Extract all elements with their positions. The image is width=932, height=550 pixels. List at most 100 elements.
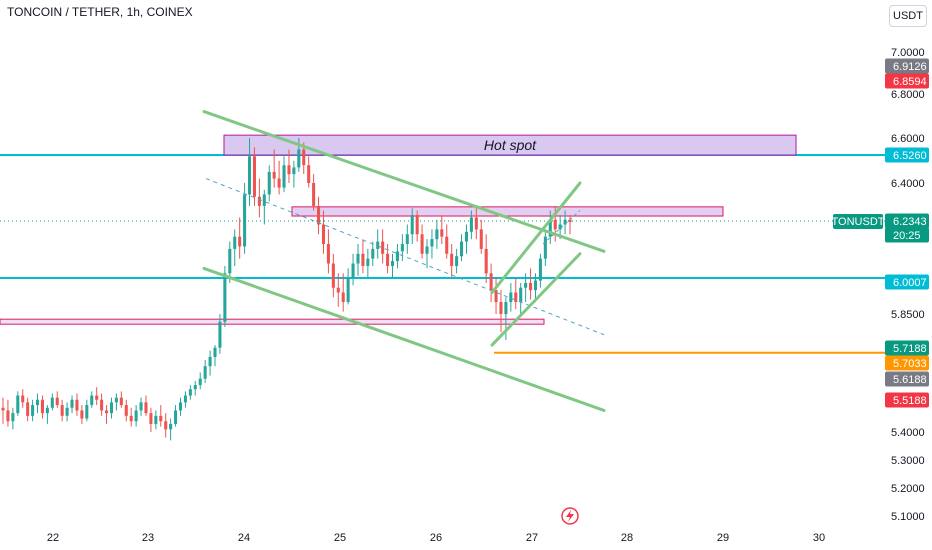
candle-body (474, 217, 478, 230)
candle-body (233, 236, 237, 249)
candle-body (331, 263, 335, 288)
candle-body (460, 241, 464, 257)
candle-body (80, 410, 84, 419)
candle-body (400, 244, 404, 252)
axis-price-tag (885, 227, 929, 243)
axis-price-tag-text: 6.0007 (893, 277, 927, 289)
candle-body (154, 415, 158, 424)
candle-body (341, 292, 345, 303)
candle-body (247, 156, 252, 195)
axis-price-tag-text: 20:25 (893, 230, 921, 242)
candle-body (543, 236, 547, 259)
candle-body (499, 302, 503, 314)
candle-body (317, 205, 321, 225)
candle-body (238, 236, 242, 247)
date-tick-label: 22 (47, 532, 59, 544)
date-tick-label: 23 (142, 532, 154, 544)
candle-body (524, 282, 528, 288)
price-tick-label: 6.8000 (891, 89, 925, 101)
candle-body (149, 413, 153, 424)
candle-body (223, 273, 227, 322)
date-tick-label: 24 (238, 532, 250, 544)
candle-body (538, 258, 542, 281)
axis-price-tag-text: 5.6188 (893, 374, 927, 386)
rising-channel-lower (490, 252, 582, 347)
candle-body (169, 423, 173, 430)
candle-body (469, 217, 473, 232)
candle-body (371, 248, 375, 259)
channel-lower-line (202, 266, 606, 412)
candle-body (484, 248, 488, 274)
price-tick-label: 5.1000 (891, 511, 925, 523)
candle-body (85, 405, 89, 419)
candle-body (114, 397, 118, 403)
candle-body (70, 399, 74, 408)
candle-body (188, 389, 192, 396)
hot-spot-zone (223, 134, 797, 156)
candle-body (218, 321, 222, 348)
rising-channel-midline (542, 210, 581, 245)
candle-body (336, 287, 340, 293)
candle-body (243, 194, 247, 247)
date-tick-label: 28 (621, 532, 633, 544)
price-tick-label: 5.4000 (891, 427, 925, 439)
candle-body (312, 183, 316, 206)
candle-body (425, 246, 429, 254)
candle-body (26, 402, 30, 416)
lightning-icon[interactable] (561, 507, 579, 525)
candle-body (272, 171, 276, 179)
date-tick-label: 29 (717, 532, 729, 544)
candle-body (450, 253, 454, 266)
candle-body (361, 253, 365, 266)
candle-body (553, 219, 557, 230)
chart-title: TONCOIN / TETHER, 1h, COINEX (7, 5, 193, 19)
candle-body (326, 244, 330, 264)
candle-body (267, 171, 271, 195)
candle-body (420, 234, 424, 254)
candle-body (494, 290, 498, 303)
candle-body (282, 165, 286, 188)
candle-body (321, 224, 326, 245)
candle-body (208, 356, 212, 367)
candle-body (129, 415, 133, 422)
lightning-ring (561, 507, 579, 525)
currency-button[interactable]: USDT (889, 5, 927, 27)
candle-body (134, 410, 138, 422)
candle-body (21, 395, 25, 403)
candle-body (174, 410, 178, 424)
symbol-tag (833, 214, 883, 229)
candle-body (455, 256, 459, 266)
candle-body (292, 167, 296, 175)
candle-body (440, 229, 444, 237)
candle-body (95, 395, 99, 400)
date-tick-label: 26 (430, 532, 442, 544)
candle-body (277, 178, 281, 188)
axis-price-tag (885, 73, 929, 89)
candle-body (558, 224, 562, 230)
candle-body (445, 236, 449, 254)
axis-price-tag-text: 5.7188 (893, 343, 927, 355)
candle-body (509, 292, 513, 303)
axis-price-tag (885, 340, 929, 356)
candle-body (193, 385, 197, 390)
candle-body (307, 165, 311, 183)
axis-price-tag-text: 6.8594 (893, 76, 927, 88)
candle-body (60, 405, 64, 416)
candle-body (464, 231, 468, 242)
candle-body (55, 397, 59, 406)
candle-body (100, 399, 104, 411)
candle-body (356, 253, 360, 264)
axis-price-tag-text: 5.5188 (893, 395, 927, 407)
candle-body (6, 410, 10, 422)
candle-body (159, 415, 163, 422)
date-tick-label: 27 (526, 532, 538, 544)
axis-price-tag-text: 6.2343 (893, 216, 927, 228)
candle-body (139, 402, 143, 411)
price-tick-label: 5.3000 (891, 455, 925, 467)
date-tick-label: 30 (813, 532, 825, 544)
candle-body (228, 248, 232, 274)
hot-spot-label: Hot spot (484, 137, 537, 153)
candle-body (519, 287, 523, 303)
candle-body (11, 413, 15, 422)
